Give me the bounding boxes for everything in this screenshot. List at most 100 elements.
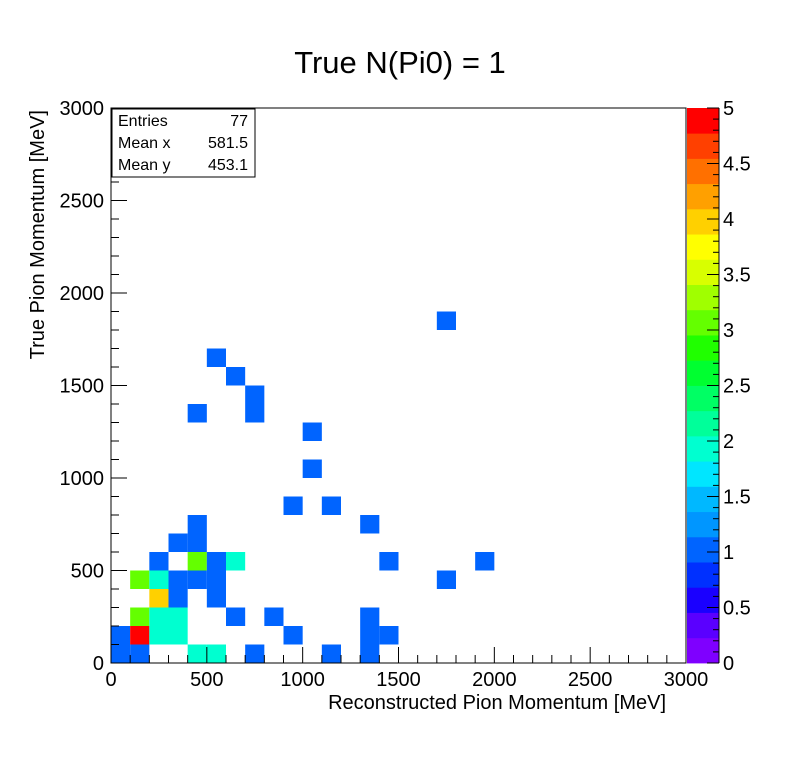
- heatmap-bin: [187, 570, 207, 589]
- color-scale-band: [687, 234, 719, 260]
- stats-mean-y-value: 453.1: [208, 157, 248, 174]
- heatmap-bin: [360, 644, 380, 663]
- heatmap-bin: [245, 644, 265, 663]
- y-axis-label: True Pion Momentum [MeV]: [27, 110, 49, 359]
- color-scale-band: [687, 208, 719, 235]
- color-scale-band: [687, 486, 719, 513]
- x-tick-label: 0: [105, 669, 116, 691]
- heatmap-bin: [187, 533, 207, 552]
- heatmap-bin: [206, 644, 226, 663]
- color-scale-label: 1: [723, 542, 734, 564]
- x-tick-label: 3000: [664, 669, 709, 691]
- heatmap-bin: [111, 626, 131, 645]
- heatmap-bin: [206, 348, 226, 367]
- heatmap-bin: [168, 589, 188, 608]
- stats-entries-label: Entries: [118, 113, 168, 130]
- x-axis-label: Reconstructed Pion Momentum [MeV]: [328, 692, 666, 714]
- color-scale-label: 3.5: [723, 265, 751, 287]
- heatmap-bin: [302, 459, 322, 478]
- heatmap-bin: [168, 607, 188, 626]
- heatmap-bin: [245, 385, 265, 404]
- heatmap-bin: [130, 570, 150, 589]
- heatmap-bin: [149, 589, 169, 608]
- color-scale-band: [687, 435, 719, 462]
- heatmap-bin: [168, 626, 188, 645]
- color-scale-band: [687, 158, 719, 185]
- heatmap-bin: [168, 570, 188, 589]
- color-scale-band: [687, 410, 719, 437]
- stats-mean-y-label: Mean y: [118, 157, 170, 174]
- chart-title: True N(Pi0) = 1: [294, 45, 506, 80]
- color-scale-band: [687, 562, 719, 588]
- color-scale-label: 4.5: [723, 154, 751, 176]
- heatmap-bin: [283, 496, 303, 515]
- y-tick-label: 0: [93, 653, 104, 675]
- heatmap-bin: [130, 644, 150, 663]
- color-scale-label: 4: [723, 209, 734, 231]
- heatmap-bin: [321, 644, 341, 663]
- color-scale-label: 2: [723, 431, 734, 453]
- heatmap-bin: [436, 570, 456, 589]
- heatmap-bin: [168, 533, 188, 552]
- heatmap-bin: [130, 626, 150, 645]
- heatmap-bin: [302, 422, 322, 441]
- y-tick-label: 1500: [60, 376, 105, 398]
- x-tick-label: 1500: [376, 669, 421, 691]
- y-tick-label: 3000: [60, 98, 105, 120]
- color-scale-label: 2.5: [723, 376, 751, 398]
- y-tick-label: 500: [71, 561, 104, 583]
- color-scale-band: [687, 612, 719, 639]
- heatmap-bin: [226, 552, 246, 571]
- heatmap-bin: [436, 311, 456, 330]
- x-tick-label: 1000: [280, 669, 325, 691]
- heatmap-bin: [475, 552, 495, 571]
- color-scale-label: 0: [723, 653, 734, 675]
- stats-mean-x-value: 581.5: [208, 135, 248, 152]
- heatmap-bin: [149, 607, 169, 626]
- heatmap-bin: [379, 626, 399, 645]
- y-tick-label: 2500: [60, 191, 105, 213]
- y-tick-label: 2000: [60, 283, 105, 305]
- heatmap-bin: [187, 404, 207, 423]
- heatmap-bin: [111, 644, 131, 663]
- heatmap-bin: [187, 552, 207, 571]
- color-scale-label: 5: [723, 98, 734, 120]
- y-tick-label: 1000: [60, 468, 105, 490]
- y-axis: 0 500 1000 1500 2000 2500 3000: [60, 98, 127, 675]
- color-scale-band: [687, 335, 719, 361]
- heatmap-bin: [245, 404, 265, 423]
- color-scale-band: [687, 108, 719, 134]
- x-tick-label: 2500: [568, 669, 613, 691]
- histogram-bins: [111, 311, 495, 663]
- color-scale-band: [687, 385, 719, 412]
- heatmap-bin: [187, 515, 207, 534]
- color-scale-label: 0.5: [723, 598, 751, 620]
- color-scale-band: [687, 360, 719, 386]
- heatmap-bin: [360, 626, 380, 645]
- stats-box: Entries 77 Mean x 581.5 Mean y 453.1: [111, 108, 256, 178]
- x-axis: 0 500 1000 1500 2000 2500 3000: [105, 647, 708, 691]
- heatmap-bin: [226, 367, 246, 386]
- color-scale: 0 0.5 1 1.5 2 2.5 3 3.5 4 4.5 5: [687, 98, 751, 675]
- heatmap-bin: [130, 607, 150, 626]
- color-scale-label: 3: [723, 320, 734, 342]
- color-scale-band: [687, 309, 719, 336]
- heatmap-bin: [149, 626, 169, 645]
- heatmap-bin: [206, 589, 226, 608]
- heatmap-bin: [379, 552, 399, 571]
- color-scale-band: [687, 511, 719, 538]
- heatmap-bin: [226, 607, 246, 626]
- x-tick-label: 500: [190, 669, 223, 691]
- color-scale-band: [687, 637, 719, 664]
- heatmap-bin: [187, 644, 207, 663]
- heatmap-bin: [264, 607, 284, 626]
- color-scale-label: 1.5: [723, 487, 751, 509]
- color-scale-band: [687, 284, 719, 311]
- x-tick-label: 2000: [472, 669, 517, 691]
- stats-mean-x-label: Mean x: [118, 135, 170, 152]
- heatmap-bin: [149, 570, 169, 589]
- stats-entries-value: 77: [230, 113, 248, 130]
- heatmap-bin: [206, 570, 226, 589]
- color-scale-band: [687, 133, 719, 159]
